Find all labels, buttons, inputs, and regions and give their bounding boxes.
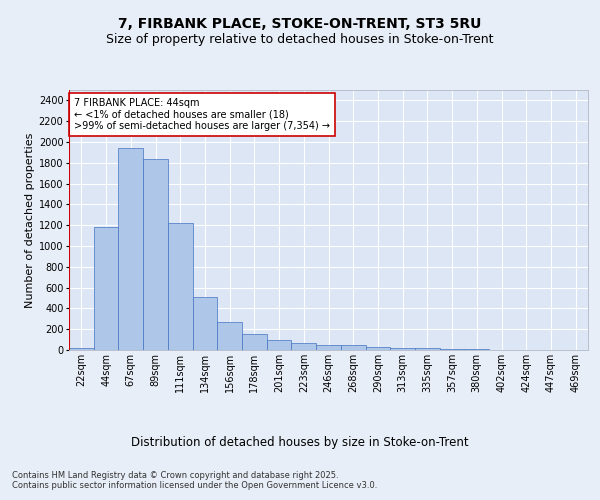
Bar bbox=[341, 346, 365, 350]
Text: 7 FIRBANK PLACE: 44sqm
← <1% of detached houses are smaller (18)
>99% of semi-de: 7 FIRBANK PLACE: 44sqm ← <1% of detached… bbox=[74, 98, 330, 131]
Bar bbox=[94, 228, 118, 350]
Bar bbox=[267, 340, 292, 350]
Bar bbox=[168, 223, 193, 350]
Text: Size of property relative to detached houses in Stoke-on-Trent: Size of property relative to detached ho… bbox=[106, 32, 494, 46]
Y-axis label: Number of detached properties: Number of detached properties bbox=[25, 132, 35, 308]
Text: Distribution of detached houses by size in Stoke-on-Trent: Distribution of detached houses by size … bbox=[131, 436, 469, 449]
Text: 7, FIRBANK PLACE, STOKE-ON-TRENT, ST3 5RU: 7, FIRBANK PLACE, STOKE-ON-TRENT, ST3 5R… bbox=[118, 18, 482, 32]
Text: Contains HM Land Registry data © Crown copyright and database right 2025.
Contai: Contains HM Land Registry data © Crown c… bbox=[12, 470, 377, 490]
Bar bbox=[118, 148, 143, 350]
Bar bbox=[316, 345, 341, 350]
Bar bbox=[440, 349, 464, 350]
Bar bbox=[242, 334, 267, 350]
Bar bbox=[193, 297, 217, 350]
Bar bbox=[390, 348, 415, 350]
Bar bbox=[365, 347, 390, 350]
Bar bbox=[292, 343, 316, 350]
Bar bbox=[143, 158, 168, 350]
Bar bbox=[415, 348, 440, 350]
Bar bbox=[69, 348, 94, 350]
Bar bbox=[217, 322, 242, 350]
